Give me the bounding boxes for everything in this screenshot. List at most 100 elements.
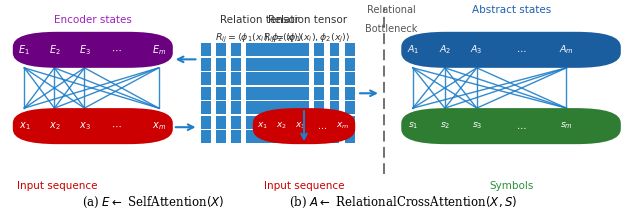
FancyBboxPatch shape <box>201 58 211 71</box>
FancyBboxPatch shape <box>276 130 286 143</box>
Text: $x_2$: $x_2$ <box>49 120 60 132</box>
Text: $\cdots$: $\cdots$ <box>111 121 122 131</box>
Text: Symbols: Symbols <box>490 181 534 191</box>
FancyBboxPatch shape <box>276 101 286 114</box>
Text: $A_2$: $A_2$ <box>438 44 451 56</box>
Text: Abstract states: Abstract states <box>472 5 552 15</box>
FancyBboxPatch shape <box>254 58 264 71</box>
FancyBboxPatch shape <box>300 116 309 129</box>
FancyBboxPatch shape <box>269 87 279 100</box>
Text: Relation tensor: Relation tensor <box>220 15 299 25</box>
FancyBboxPatch shape <box>284 72 294 85</box>
FancyBboxPatch shape <box>216 101 226 114</box>
Text: (b) $A \leftarrow$ RelationalCrossAttention$(X, S)$: (b) $A \leftarrow$ RelationalCrossAttent… <box>289 195 517 210</box>
Text: $\cdots$: $\cdots$ <box>317 122 327 131</box>
FancyBboxPatch shape <box>330 116 339 129</box>
FancyBboxPatch shape <box>201 116 211 129</box>
FancyBboxPatch shape <box>330 72 339 85</box>
FancyBboxPatch shape <box>246 116 256 129</box>
FancyBboxPatch shape <box>231 87 241 100</box>
FancyBboxPatch shape <box>284 87 294 100</box>
FancyBboxPatch shape <box>216 58 226 71</box>
FancyBboxPatch shape <box>276 58 286 71</box>
FancyBboxPatch shape <box>300 72 309 85</box>
Text: $A_1$: $A_1$ <box>406 44 419 56</box>
FancyBboxPatch shape <box>300 130 309 143</box>
FancyBboxPatch shape <box>330 43 339 56</box>
FancyBboxPatch shape <box>231 72 241 85</box>
Text: $s_m$: $s_m$ <box>560 121 573 131</box>
FancyBboxPatch shape <box>344 72 355 85</box>
FancyBboxPatch shape <box>314 130 324 143</box>
FancyBboxPatch shape <box>291 87 301 100</box>
FancyBboxPatch shape <box>261 101 271 114</box>
FancyBboxPatch shape <box>269 130 279 143</box>
FancyBboxPatch shape <box>254 72 264 85</box>
FancyBboxPatch shape <box>261 72 271 85</box>
FancyBboxPatch shape <box>269 116 279 129</box>
FancyBboxPatch shape <box>269 101 279 114</box>
Text: Encoder states: Encoder states <box>54 15 132 25</box>
FancyBboxPatch shape <box>300 58 309 71</box>
Text: $\cdots$: $\cdots$ <box>111 45 122 55</box>
FancyBboxPatch shape <box>269 43 279 56</box>
Text: Input sequence: Input sequence <box>264 181 344 191</box>
Text: $x_1$: $x_1$ <box>257 121 268 131</box>
FancyBboxPatch shape <box>13 108 173 144</box>
FancyBboxPatch shape <box>254 116 264 129</box>
FancyBboxPatch shape <box>246 87 256 100</box>
Text: (a) $E \leftarrow$ SelfAttention$(X)$: (a) $E \leftarrow$ SelfAttention$(X)$ <box>83 195 225 210</box>
FancyBboxPatch shape <box>300 87 309 100</box>
FancyBboxPatch shape <box>291 58 301 71</box>
FancyBboxPatch shape <box>344 130 355 143</box>
Text: $E_1$: $E_1$ <box>19 43 30 57</box>
FancyBboxPatch shape <box>401 108 621 144</box>
FancyBboxPatch shape <box>344 58 355 71</box>
FancyBboxPatch shape <box>201 87 211 100</box>
FancyBboxPatch shape <box>344 116 355 129</box>
FancyBboxPatch shape <box>276 72 286 85</box>
FancyBboxPatch shape <box>314 87 324 100</box>
Text: $\cdots$: $\cdots$ <box>516 122 527 131</box>
FancyBboxPatch shape <box>201 43 211 56</box>
FancyBboxPatch shape <box>300 43 309 56</box>
FancyBboxPatch shape <box>231 43 241 56</box>
FancyBboxPatch shape <box>231 116 241 129</box>
FancyBboxPatch shape <box>314 116 324 129</box>
FancyBboxPatch shape <box>246 43 256 56</box>
Text: $A_3$: $A_3$ <box>470 44 483 56</box>
FancyBboxPatch shape <box>231 130 241 143</box>
FancyBboxPatch shape <box>261 87 271 100</box>
Text: $R_{ij} = \langle\phi_1(x_i),\phi_2(x_j)\rangle$: $R_{ij} = \langle\phi_1(x_i),\phi_2(x_j)… <box>216 31 303 45</box>
FancyBboxPatch shape <box>276 43 286 56</box>
FancyBboxPatch shape <box>291 130 301 143</box>
FancyBboxPatch shape <box>269 58 279 71</box>
FancyBboxPatch shape <box>261 130 271 143</box>
FancyBboxPatch shape <box>231 58 241 71</box>
Text: $R_{ij} = \langle\phi_1(x_i),\phi_2(x_j)\rangle$: $R_{ij} = \langle\phi_1(x_i),\phi_2(x_j)… <box>264 31 351 45</box>
FancyBboxPatch shape <box>261 43 271 56</box>
Text: $x_m$: $x_m$ <box>336 121 349 131</box>
FancyBboxPatch shape <box>284 58 294 71</box>
FancyBboxPatch shape <box>216 116 226 129</box>
FancyBboxPatch shape <box>13 32 173 68</box>
FancyBboxPatch shape <box>330 101 339 114</box>
FancyBboxPatch shape <box>231 101 241 114</box>
FancyBboxPatch shape <box>246 101 256 114</box>
FancyBboxPatch shape <box>276 116 286 129</box>
FancyBboxPatch shape <box>216 72 226 85</box>
FancyBboxPatch shape <box>344 101 355 114</box>
FancyBboxPatch shape <box>254 101 264 114</box>
FancyBboxPatch shape <box>344 87 355 100</box>
Text: $x_3$: $x_3$ <box>79 120 90 132</box>
FancyBboxPatch shape <box>291 43 301 56</box>
FancyBboxPatch shape <box>291 72 301 85</box>
FancyBboxPatch shape <box>246 58 256 71</box>
FancyBboxPatch shape <box>291 101 301 114</box>
FancyBboxPatch shape <box>253 108 355 144</box>
FancyBboxPatch shape <box>261 58 271 71</box>
FancyBboxPatch shape <box>246 130 256 143</box>
FancyBboxPatch shape <box>314 58 324 71</box>
FancyBboxPatch shape <box>276 87 286 100</box>
FancyBboxPatch shape <box>330 130 339 143</box>
